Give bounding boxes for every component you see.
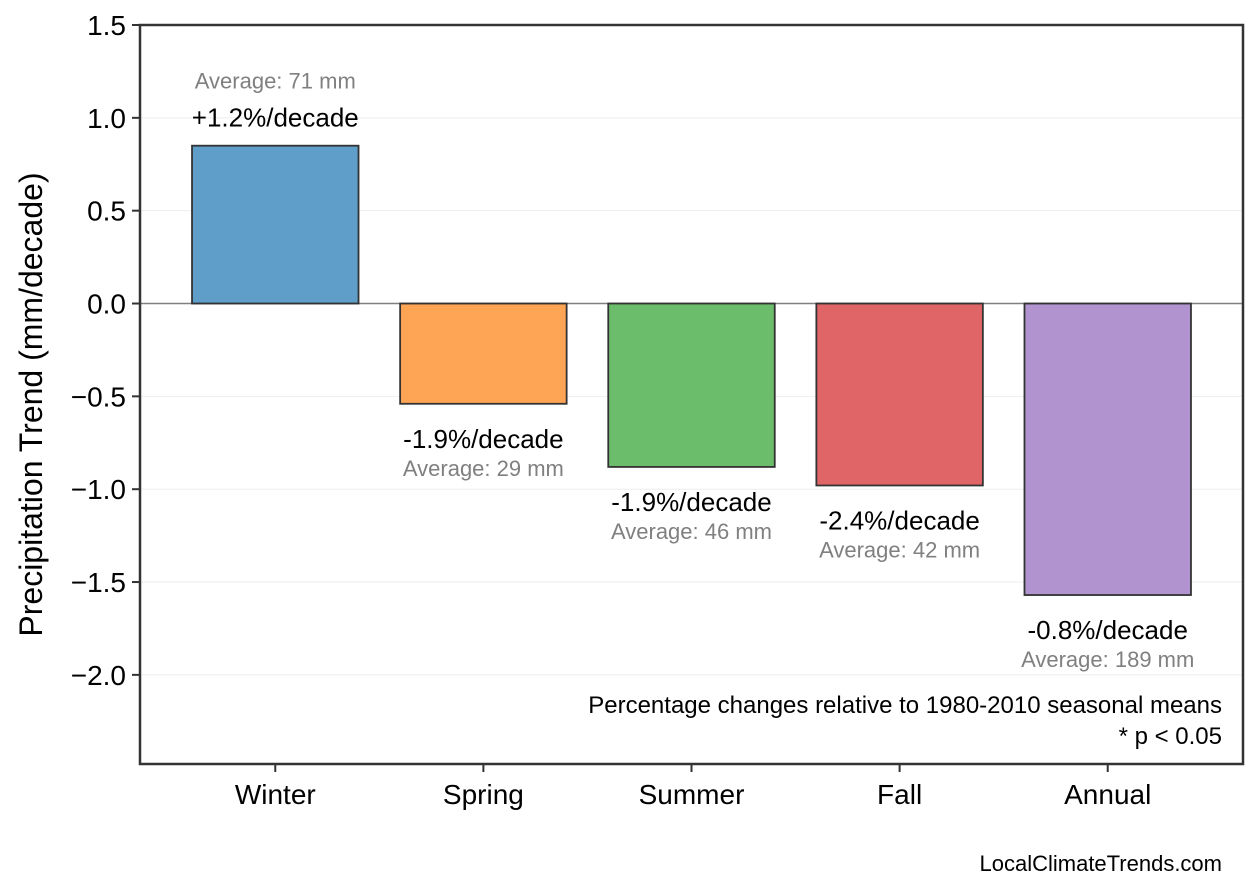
y-tick-label: −1.0 [71, 474, 126, 505]
y-tick-label: −0.5 [71, 381, 126, 412]
x-tick-label: Spring [443, 779, 524, 810]
trend-label: -2.4%/decade [819, 505, 979, 535]
bar-summer [607, 302, 776, 468]
trend-label: -1.9%/decade [611, 487, 771, 517]
trend-label: -1.9%/decade [403, 424, 563, 454]
y-tick-label: −1.5 [71, 567, 126, 598]
average-label: Average: 46 mm [611, 519, 772, 544]
y-tick-label: 1.5 [87, 10, 126, 41]
x-tick-label: Winter [235, 779, 316, 810]
x-tick-label: Summer [639, 779, 745, 810]
annotation-significance-note: * p < 0.05 [1119, 723, 1222, 750]
average-label: Average: 29 mm [403, 456, 564, 481]
bar-fall [815, 302, 984, 487]
x-tick-label: Annual [1064, 779, 1151, 810]
bar-annual [1023, 302, 1192, 596]
bar-winter [191, 144, 360, 305]
y-axis: 1.5 1.0 0.5 0.0 −0.5 −1.0 −1.5 −2.0 [71, 10, 140, 691]
trend-label: +1.2%/decade [192, 103, 359, 133]
average-label: Average: 42 mm [819, 537, 980, 562]
x-tick-label: Fall [877, 779, 922, 810]
average-label: Average: 189 mm [1021, 647, 1194, 672]
y-tick-label: 0.5 [87, 196, 126, 227]
y-tick-label: −2.0 [71, 660, 126, 691]
trend-label: -0.8%/decade [1027, 615, 1187, 645]
y-axis-label: Precipitation Trend (mm/decade) [13, 172, 49, 636]
bar-spring [399, 302, 568, 405]
average-label: Average: 71 mm [195, 69, 356, 94]
y-tick-label: 0.0 [87, 289, 126, 320]
bars [191, 144, 1192, 596]
annotation-percentage-note: Percentage changes relative to 1980-2010… [588, 692, 1222, 719]
y-tick-label: 1.0 [87, 103, 126, 134]
source-credit: LocalClimateTrends.com [980, 851, 1223, 876]
x-axis: Winter Spring Summer Fall Annual [235, 764, 1151, 810]
